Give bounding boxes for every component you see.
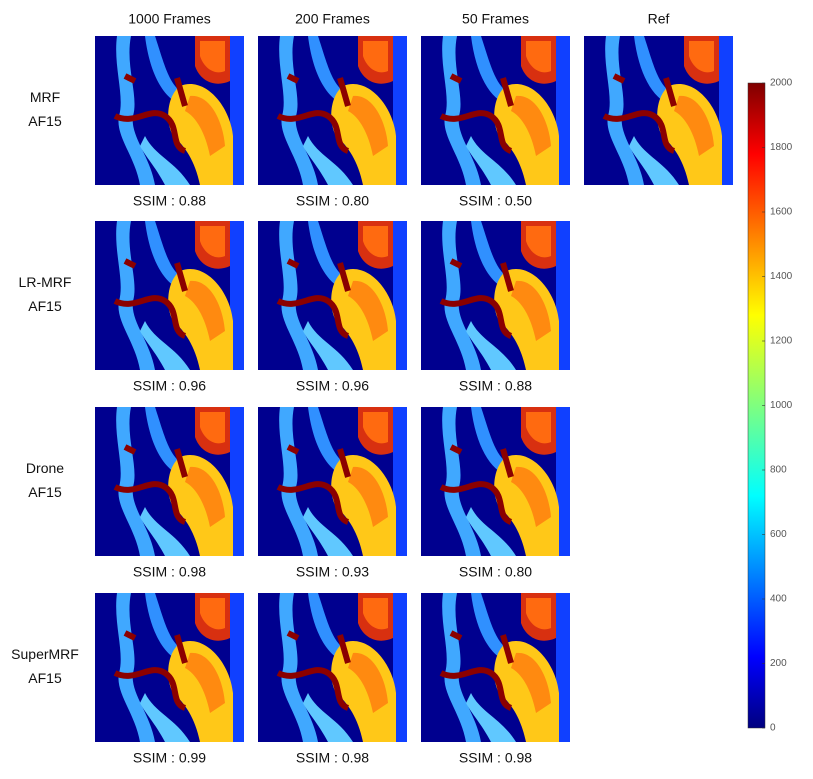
ssim-label: SSIM : 0.80	[459, 564, 532, 580]
tick-label: 0	[770, 723, 776, 734]
tick-label: 400	[770, 594, 787, 605]
ssim-label: SSIM : 0.96	[133, 378, 206, 394]
row-label: Drone	[26, 460, 64, 476]
tick-label: 1000	[770, 400, 793, 411]
map-image	[95, 36, 244, 185]
row-label: MRF	[30, 89, 60, 105]
column-header: 1000 Frames	[128, 11, 210, 27]
row-label: LR-MRF	[19, 274, 72, 290]
ssim-label: SSIM : 0.93	[296, 564, 369, 580]
map-image	[421, 36, 570, 185]
tick-label: 1200	[770, 336, 793, 347]
map-image	[421, 593, 570, 742]
ssim-label: SSIM : 0.99	[133, 750, 206, 766]
ssim-label: SSIM : 0.96	[296, 378, 369, 394]
ssim-label: SSIM : 0.80	[296, 193, 369, 209]
map-image	[258, 593, 407, 742]
map-image	[95, 593, 244, 742]
row-label: AF15	[28, 484, 62, 500]
tick-label: 600	[770, 529, 787, 540]
column-header: 200 Frames	[295, 11, 370, 27]
map-image	[421, 221, 570, 370]
tick-label: 1600	[770, 207, 793, 218]
ssim-label: SSIM : 0.98	[296, 750, 369, 766]
column-header: Ref	[648, 11, 670, 27]
map-image	[95, 221, 244, 370]
ssim-label: SSIM : 0.88	[133, 193, 206, 209]
tick-label: 200	[770, 658, 787, 669]
ssim-label: SSIM : 0.88	[459, 378, 532, 394]
map-image	[258, 36, 407, 185]
tick-label: 1800	[770, 142, 793, 153]
tick-label: 1400	[770, 271, 793, 282]
ssim-label: SSIM : 0.98	[459, 750, 532, 766]
tick-label: 2000	[770, 78, 793, 89]
map-image	[95, 407, 244, 556]
row-label: AF15	[28, 298, 62, 314]
map-image	[421, 407, 570, 556]
ssim-label: SSIM : 0.50	[459, 193, 532, 209]
map-image	[258, 407, 407, 556]
map-image	[258, 221, 407, 370]
row-label: SuperMRF	[11, 646, 79, 662]
tick-label: 800	[770, 465, 787, 476]
reference-image	[584, 36, 733, 185]
column-header: 50 Frames	[462, 11, 529, 27]
row-label: AF15	[28, 670, 62, 686]
ssim-label: SSIM : 0.98	[133, 564, 206, 580]
row-label: AF15	[28, 113, 62, 129]
